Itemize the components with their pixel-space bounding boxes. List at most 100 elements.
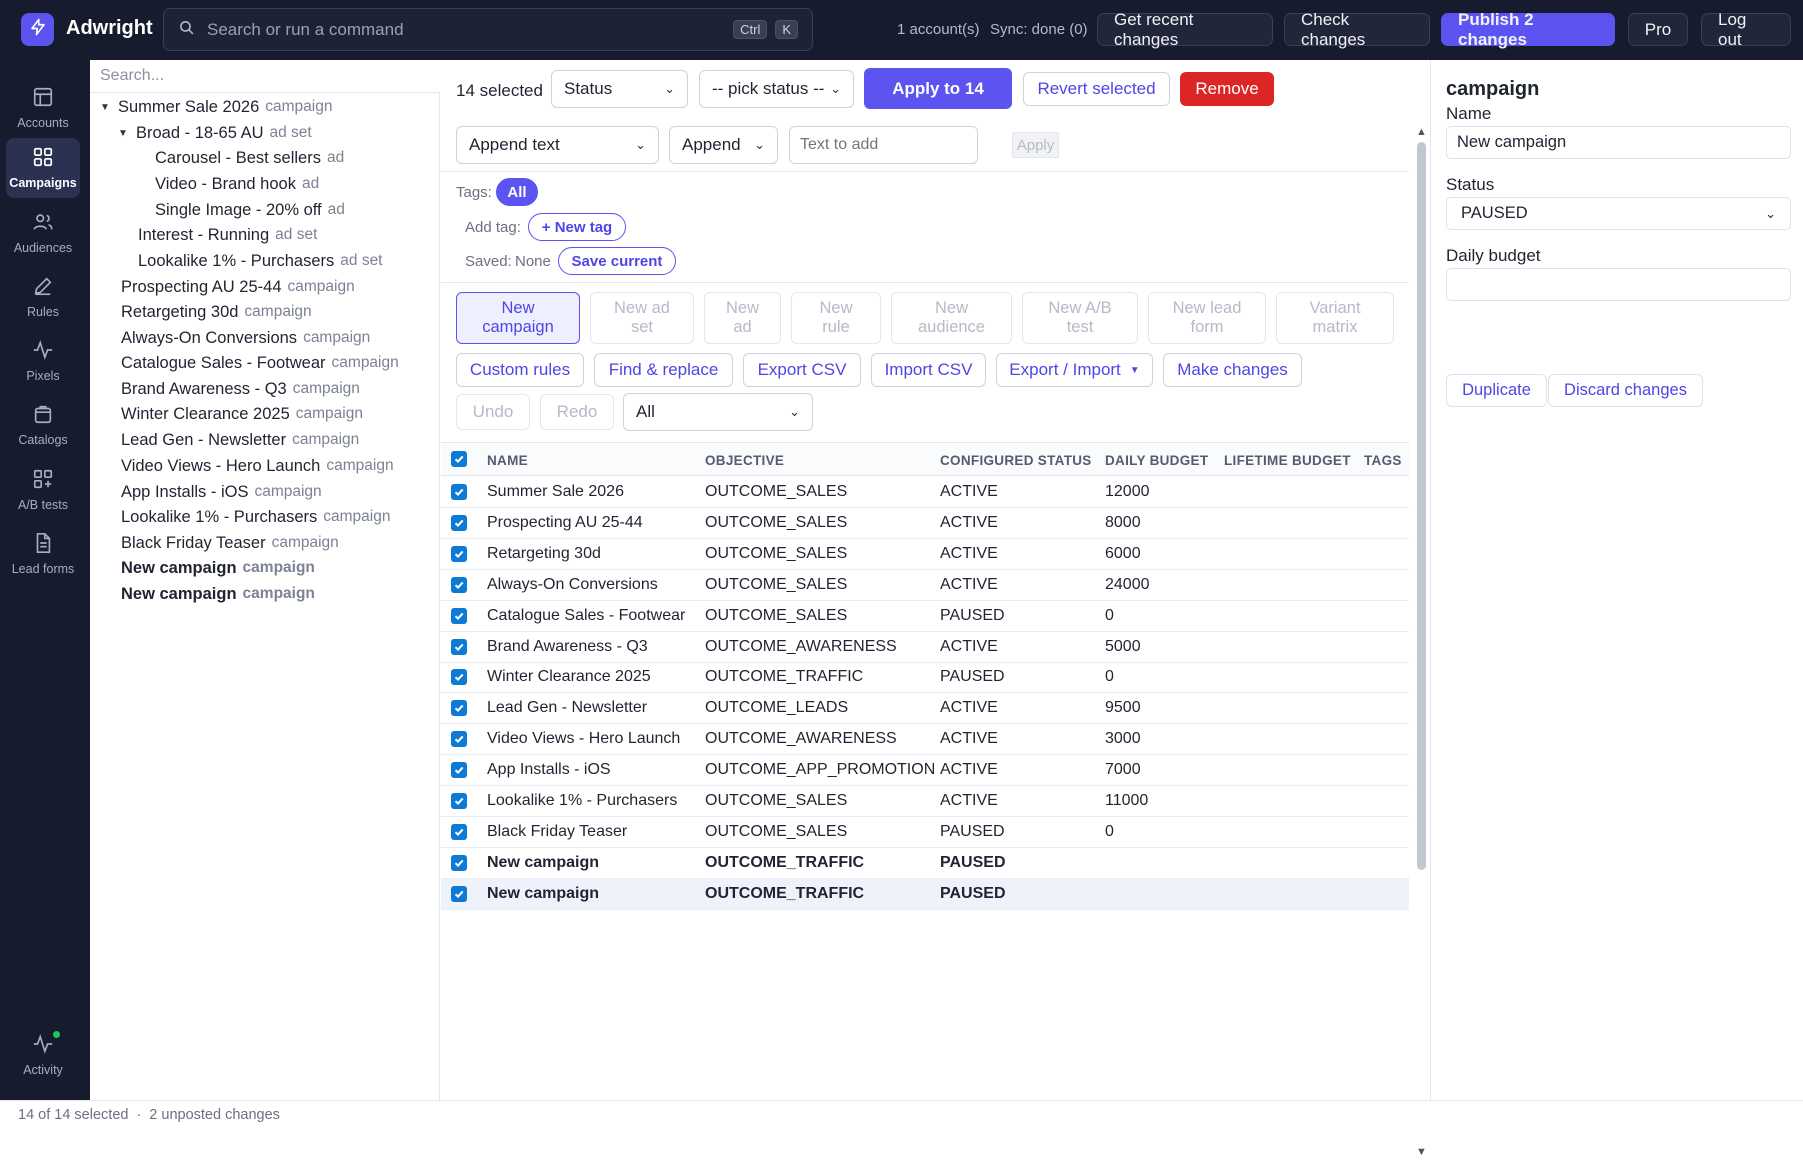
table-row[interactable]: Lead Gen - Newsletter OUTCOME_LEADS ACTIVE… (441, 693, 1409, 725)
col-tags-header[interactable]: TAGS (1364, 453, 1402, 468)
tag-filter-all[interactable]: All (496, 178, 538, 206)
row-checkbox[interactable] (451, 576, 467, 593)
nav-rules[interactable]: Rules (6, 267, 80, 327)
new-audience-button[interactable]: New audience (891, 292, 1012, 344)
new-ab-test-button[interactable]: New A/B test (1022, 292, 1138, 344)
new-campaign-button[interactable]: New campaign (456, 292, 580, 344)
tree-item-adset[interactable]: ▼ Broad - 18-65 AU ad set (118, 121, 312, 145)
tree-item-ad[interactable]: Video - Brand hook ad (155, 172, 319, 196)
revert-selected-button[interactable]: Revert selected (1023, 72, 1170, 106)
save-current-button[interactable]: Save current (558, 247, 676, 275)
table-row[interactable]: New campaign OUTCOME_TRAFFIC PAUSED (441, 878, 1409, 910)
nav-activity[interactable]: Activity (6, 1025, 80, 1085)
duplicate-button[interactable]: Duplicate (1446, 374, 1547, 407)
bulk-field-select[interactable]: Status ⌄ (551, 70, 688, 108)
row-checkbox[interactable] (451, 700, 467, 717)
tree-item-adset[interactable]: Interest - Running ad set (138, 223, 317, 247)
table-row[interactable]: Catalogue Sales - Footwear OUTCOME_SALES P… (441, 601, 1409, 632)
row-checkbox[interactable] (451, 793, 467, 809)
table-row[interactable]: App Installs - iOS OUTCOME_APP_PROMOTION A… (441, 755, 1409, 787)
text-to-add-input[interactable] (789, 126, 978, 164)
tree-item-campaign[interactable]: Video Views - Hero Launch campaign (121, 454, 394, 478)
redo-button[interactable]: Redo (540, 394, 614, 430)
tree-item-campaign[interactable]: Lead Gen - Newsletter campaign (121, 428, 359, 452)
import-csv-button[interactable]: Import CSV (871, 353, 986, 387)
make-changes-button[interactable]: Make changes (1163, 353, 1302, 387)
text-apply-button[interactable]: Apply (1012, 132, 1059, 158)
new-rule-button[interactable]: New rule (791, 292, 881, 344)
new-lead-form-button[interactable]: New lead form (1148, 292, 1266, 344)
row-checkbox[interactable] (451, 607, 467, 624)
undo-button[interactable]: Undo (456, 394, 530, 430)
remove-button[interactable]: Remove (1180, 72, 1274, 106)
publish-button[interactable]: Publish 2 changes (1441, 10, 1615, 49)
col-name-header[interactable]: NAME (487, 453, 528, 468)
table-row[interactable]: Summer Sale 2026 OUTCOME_SALES ACTIVE 12000 (441, 477, 1409, 508)
table-row[interactable]: Winter Clearance 2025 OUTCOME_TRAFFIC PAUS… (441, 662, 1409, 694)
col-daily-budget-header[interactable]: DAILY BUDGET (1105, 453, 1209, 468)
get-recent-changes-button[interactable]: Get recent changes (1097, 10, 1273, 49)
tree-item-campaign[interactable]: Catalogue Sales - Footwear campaign (121, 351, 399, 375)
bulk-status-select[interactable]: -- pick status -- ⌄ (699, 70, 854, 108)
app-logo[interactable] (21, 13, 54, 46)
row-checkbox[interactable] (451, 854, 467, 871)
table-row[interactable]: Retargeting 30d OUTCOME_SALES ACTIVE 6000 (441, 539, 1409, 570)
scroll-down-icon[interactable]: ▼ (1416, 1146, 1427, 1158)
apply-to-selected-button[interactable]: Apply to 14 (864, 68, 1012, 109)
tree-item-campaign[interactable]: ▼ Summer Sale 2026 campaign (100, 95, 332, 119)
row-checkbox[interactable] (451, 545, 467, 562)
col-lifetime-budget-header[interactable]: LIFETIME BUDGET (1224, 453, 1351, 468)
discard-changes-button[interactable]: Discard changes (1548, 374, 1703, 407)
nav-campaigns[interactable]: Campaigns (6, 138, 80, 198)
tree-search-input[interactable] (90, 60, 440, 93)
tree-item-campaign[interactable]: Retargeting 30d campaign (121, 300, 312, 324)
row-checkbox[interactable] (451, 731, 467, 748)
tree-item-campaign-unposted[interactable]: New campaign campaign (121, 582, 315, 606)
nav-lead-forms[interactable]: Lead forms (6, 524, 80, 584)
tree-item-ad[interactable]: Single Image - 20% off ad (155, 198, 345, 222)
tree-item-ad[interactable]: Carousel - Best sellers ad (155, 146, 344, 170)
export-csv-button[interactable]: Export CSV (743, 353, 861, 387)
col-status-header[interactable]: CONFIGURED STATUS (940, 453, 1092, 468)
nav-pixels[interactable]: Pixels (6, 331, 80, 391)
table-row[interactable]: Prospecting AU 25-44 OUTCOME_SALES ACTIVE 8… (441, 508, 1409, 539)
nav-catalogs[interactable]: Catalogs (6, 395, 80, 455)
name-field[interactable] (1446, 126, 1791, 159)
tree-item-campaign[interactable]: Black Friday Teaser campaign (121, 531, 339, 555)
tree-item-adset[interactable]: Lookalike 1% - Purchasers ad set (138, 249, 383, 273)
nav-audiences[interactable]: Audiences (6, 203, 80, 263)
new-tag-button[interactable]: + New tag (528, 213, 626, 241)
row-checkbox[interactable] (451, 638, 467, 655)
tree-item-campaign[interactable]: Prospecting AU 25-44 campaign (121, 275, 355, 299)
row-checkbox[interactable] (451, 762, 467, 779)
tree-item-campaign[interactable]: Brand Awareness - Q3 campaign (121, 377, 360, 401)
tree-item-campaign[interactable]: Lookalike 1% - Purchasers campaign (121, 505, 390, 529)
command-search[interactable]: Search or run a command Ctrl K (163, 8, 813, 51)
table-row[interactable]: Lookalike 1% - Purchasers OUTCOME_SALES AC… (441, 786, 1409, 817)
pro-button[interactable]: Pro (1628, 13, 1688, 46)
scroll-up-icon[interactable]: ▲ (1416, 126, 1427, 138)
caret-down-icon[interactable]: ▼ (118, 127, 128, 139)
filter-select[interactable]: All ⌄ (623, 393, 813, 431)
table-row[interactable]: New campaign OUTCOME_TRAFFIC PAUSED (441, 848, 1409, 879)
new-ad-button[interactable]: New ad (704, 292, 781, 344)
custom-rules-button[interactable]: Custom rules (456, 353, 584, 387)
text-op-select[interactable]: Append ⌄ (669, 126, 778, 164)
row-checkbox[interactable] (451, 885, 467, 902)
row-checkbox[interactable] (451, 514, 467, 531)
new-adset-button[interactable]: New ad set (590, 292, 694, 344)
tree-item-campaign-unposted[interactable]: New campaign campaign (121, 556, 315, 580)
col-objective-header[interactable]: OBJECTIVE (705, 453, 785, 468)
tree-item-campaign[interactable]: Always-On Conversions campaign (121, 326, 370, 350)
export-import-menu[interactable]: Export / Import ▼ (996, 353, 1153, 387)
table-row[interactable]: Brand Awareness - Q3 OUTCOME_AWARENESS ACT… (441, 632, 1409, 663)
table-row[interactable]: Always-On Conversions OUTCOME_SALES ACTIVE… (441, 570, 1409, 601)
nav-ab-tests[interactable]: A/B tests (6, 460, 80, 520)
tree-item-campaign[interactable]: Winter Clearance 2025 campaign (121, 402, 363, 426)
scroll-thumb[interactable] (1417, 142, 1426, 870)
variant-matrix-button[interactable]: Variant matrix (1276, 292, 1394, 344)
status-select[interactable]: PAUSED ⌄ (1446, 197, 1791, 230)
text-mode-select[interactable]: Append text ⌄ (456, 126, 659, 164)
daily-budget-field[interactable] (1446, 268, 1791, 301)
table-row[interactable]: Video Views - Hero Launch OUTCOME_AWARENE… (441, 724, 1409, 756)
